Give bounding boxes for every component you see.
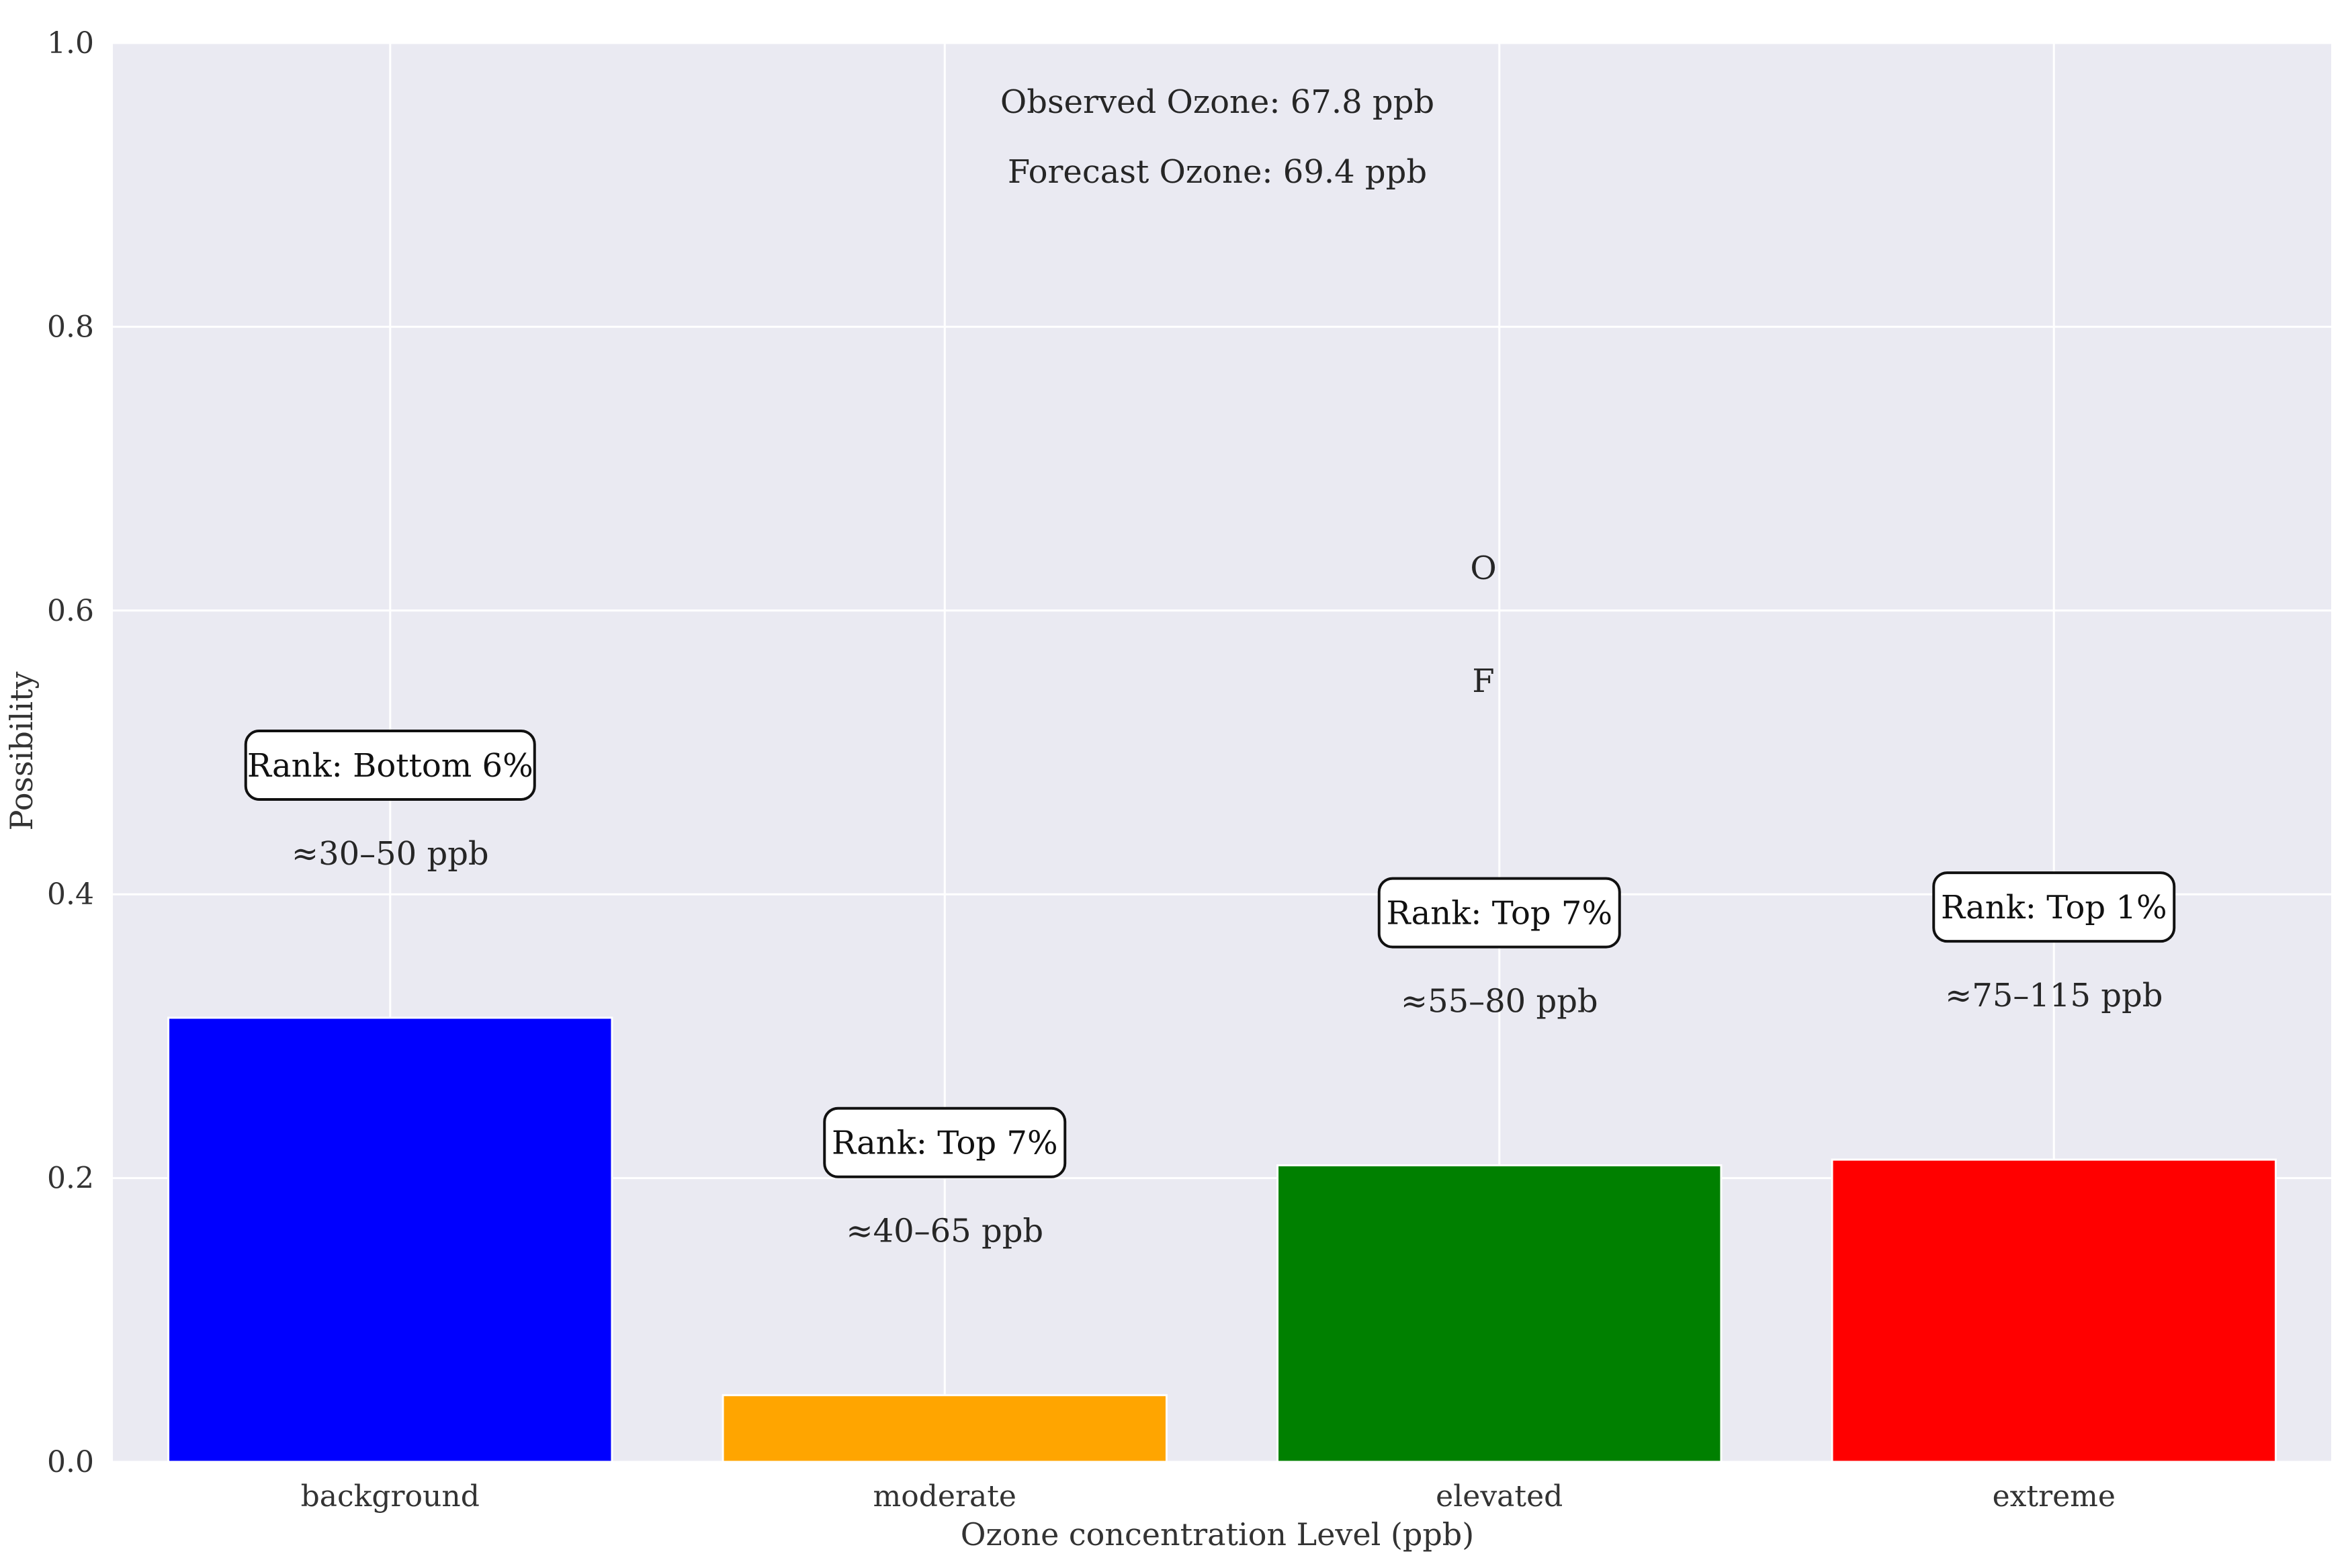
rank-box bbox=[1932, 871, 2176, 943]
x-tick-label: background bbox=[301, 1479, 480, 1514]
observed-marker: O bbox=[1470, 550, 1496, 587]
x-tick-label: elevated bbox=[1436, 1479, 1563, 1514]
rank-label: Rank: Bottom 6% bbox=[247, 747, 533, 785]
bar-elevated bbox=[1276, 1164, 1723, 1463]
y-tick-label: 1.0 bbox=[47, 26, 94, 60]
rank-box bbox=[244, 729, 536, 801]
bar-annotations: ≈30–50 ppb Rank: Bottom 6% ≈40–65 ppb Rank:… bbox=[244, 729, 2176, 1250]
rank-box bbox=[1377, 877, 1621, 949]
x-tick-label: moderate bbox=[873, 1479, 1016, 1514]
x-tick-label: extreme bbox=[1993, 1479, 2116, 1514]
forecast-ozone-label: Forecast Ozone: 69.4 ppb bbox=[1008, 153, 1427, 191]
y-tick-label: 0.2 bbox=[47, 1162, 94, 1196]
y-tick-label: 0.4 bbox=[47, 877, 94, 912]
x-axis-title: Ozone concentration Level (ppb) bbox=[961, 1516, 1474, 1553]
bar-moderate bbox=[722, 1394, 1168, 1463]
range-label: ≈40–65 ppb bbox=[846, 1213, 1043, 1250]
y-tick-label: 0.0 bbox=[47, 1445, 94, 1479]
rank-label: Rank: Top 7% bbox=[832, 1125, 1058, 1162]
rank-box bbox=[823, 1106, 1067, 1178]
bar-extreme bbox=[1831, 1158, 2277, 1463]
y-tick-label: 0.6 bbox=[47, 594, 94, 628]
y-tick-label: 0.8 bbox=[47, 310, 94, 344]
bar-background bbox=[167, 1016, 613, 1463]
axis-ticks: 0.0 0.2 0.4 0.6 0.8 1.0 background moderate elev… bbox=[47, 26, 2116, 1514]
bars bbox=[167, 1016, 2277, 1463]
y-axis-title: Possibility bbox=[3, 672, 40, 831]
range-label: ≈55–80 ppb bbox=[1401, 983, 1598, 1020]
forecast-marker: F bbox=[1472, 662, 1494, 700]
range-label: ≈75–115 ppb bbox=[1945, 977, 2163, 1014]
observed-ozone-label: Observed Ozone: 67.8 ppb bbox=[1000, 83, 1434, 121]
rank-label: Rank: Top 1% bbox=[1941, 889, 2167, 926]
range-label: ≈30–50 ppb bbox=[292, 835, 489, 873]
rank-label: Rank: Top 7% bbox=[1386, 895, 1612, 932]
